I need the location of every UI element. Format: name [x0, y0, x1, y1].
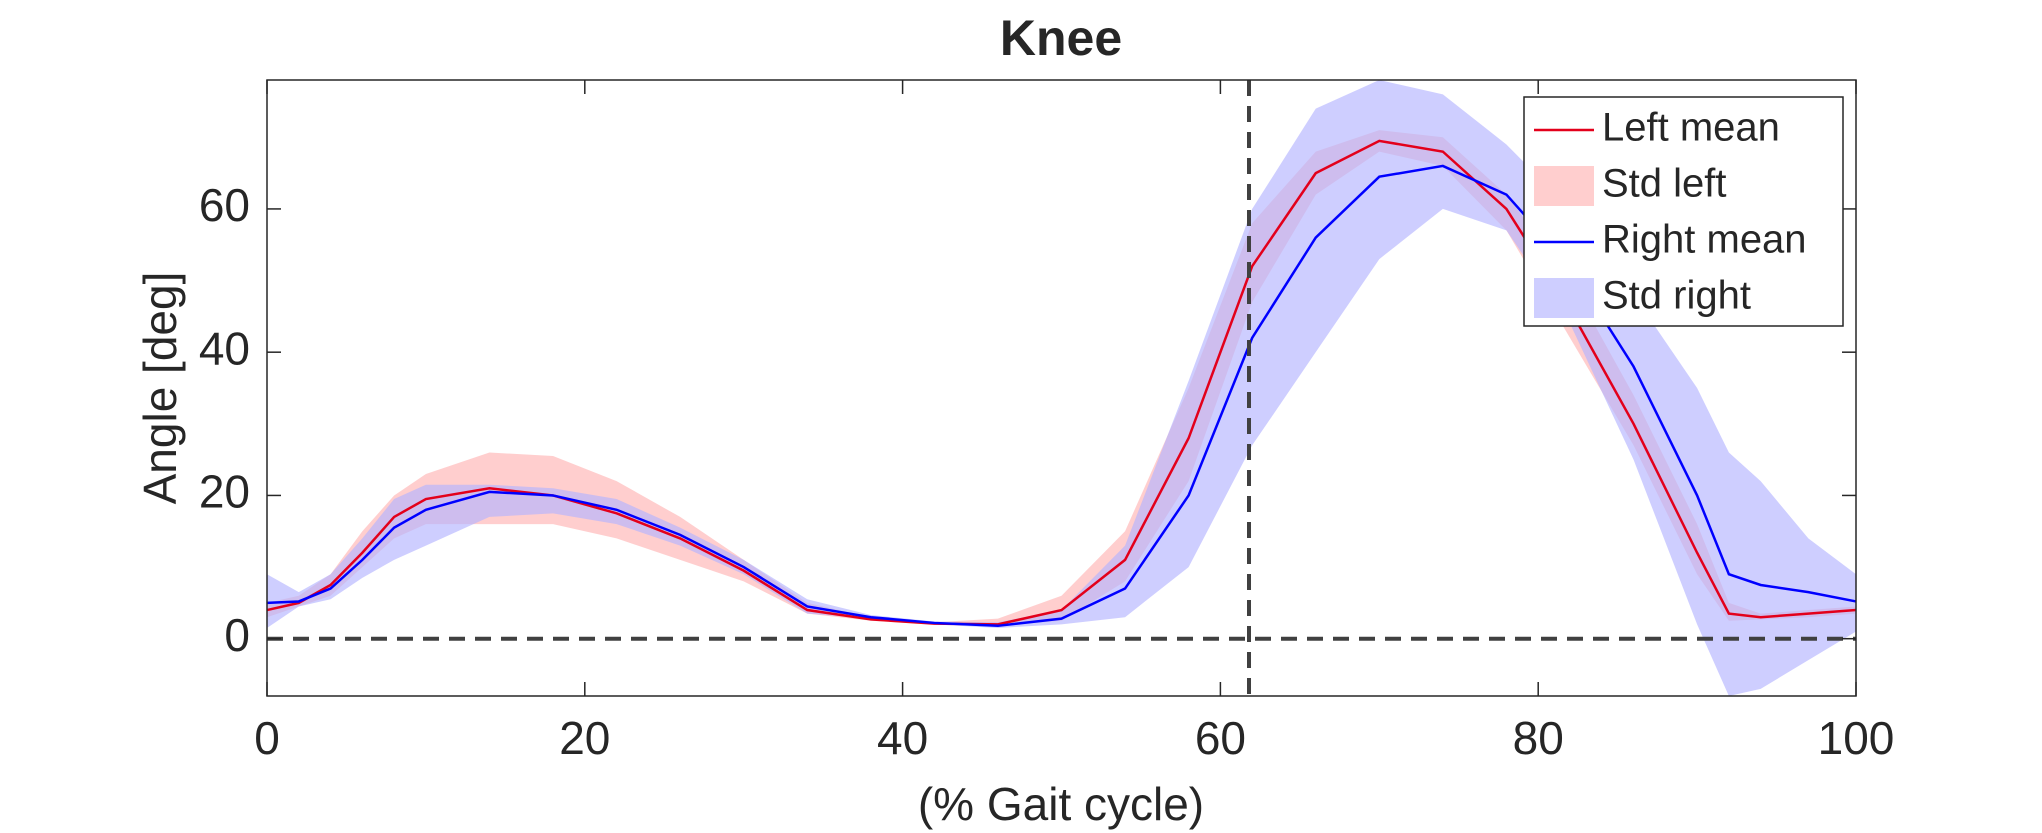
legend-label: Std right [1602, 274, 1751, 318]
chart-title: Knee [1000, 10, 1122, 66]
x-tick-label: 100 [1818, 712, 1895, 764]
y-tick-label: 0 [224, 609, 250, 661]
x-tick-label: 20 [559, 712, 610, 764]
x-tick-label: 40 [877, 712, 928, 764]
legend-swatch [1534, 166, 1594, 206]
legend-label: Std left [1602, 162, 1727, 206]
x-tick-label: 60 [1195, 712, 1246, 764]
mean-line [266, 139, 1857, 626]
legend-label: Right mean [1602, 218, 1807, 262]
x-tick-label: 0 [254, 712, 280, 764]
legend-swatch [1534, 278, 1594, 318]
legend-label: Left mean [1602, 106, 1780, 150]
y-tick-label: 60 [199, 179, 250, 231]
axes-box [266, 79, 1857, 697]
x-axis-label: (% Gait cycle) [918, 778, 1204, 830]
y-axis-label: Angle [deg] [134, 272, 186, 505]
mean-line [266, 164, 1857, 628]
y-tick-label: 20 [199, 466, 250, 518]
y-tick-label: 40 [199, 322, 250, 374]
x-tick-label: 80 [1513, 712, 1564, 764]
